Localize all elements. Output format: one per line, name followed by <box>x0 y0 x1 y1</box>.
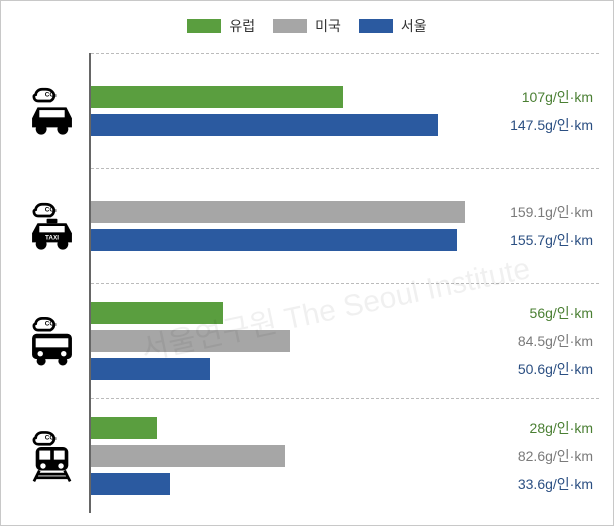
group-taxi: 159.1g/인·km 155.7g/인·km <box>91 168 599 283</box>
legend-swatch-usa <box>273 19 307 33</box>
bar-row: 82.6g/인·km <box>91 445 599 467</box>
bar-bus-usa <box>91 330 290 352</box>
svg-text:CO₂: CO₂ <box>45 435 57 442</box>
bar-row: 107g/인·km <box>91 86 599 108</box>
car-co2-icon: CO₂ <box>23 82 81 140</box>
icon-taxi: CO₂ TAXI <box>15 168 89 283</box>
legend-swatch-europe <box>187 19 221 33</box>
legend: 유럽 미국 서울 <box>15 13 599 39</box>
value-label: 159.1g/인·km <box>510 202 599 222</box>
bar-car-seoul <box>91 114 438 136</box>
bar-row: 56g/인·km <box>91 302 599 324</box>
bar-car-europe <box>91 86 343 108</box>
bar-bus-seoul <box>91 358 210 380</box>
bars-taxi: 159.1g/인·km 155.7g/인·km <box>91 191 599 261</box>
bar-rail-europe <box>91 417 157 439</box>
bar-row: 147.5g/인·km <box>91 114 599 136</box>
value-label: 155.7g/인·km <box>510 230 599 250</box>
bar-row: 50.6g/인·km <box>91 358 599 380</box>
svg-text:TAXI: TAXI <box>45 235 59 242</box>
icon-column: CO₂ CO₂ <box>15 53 89 513</box>
group-bus: 56g/인·km 84.5g/인·km 50.6g/인·km <box>91 283 599 398</box>
bar-row: 159.1g/인·km <box>91 201 599 223</box>
rail-co2-icon: CO₂ <box>23 427 81 485</box>
bar-row: 84.5g/인·km <box>91 330 599 352</box>
plot-area: CO₂ CO₂ <box>15 53 599 513</box>
bars-column: 서울연구원 The Seoul Institute 107g/인·km 147.… <box>89 53 599 513</box>
group-car: 107g/인·km 147.5g/인·km <box>91 53 599 168</box>
bar-rail-usa <box>91 445 285 467</box>
taxi-co2-icon: CO₂ TAXI <box>23 197 81 255</box>
bar-taxi-usa <box>91 201 465 223</box>
legend-label-seoul: 서울 <box>401 16 427 36</box>
value-label: 82.6g/인·km <box>518 446 599 466</box>
bars-car: 107g/인·km 147.5g/인·km <box>91 76 599 146</box>
svg-text:CO₂: CO₂ <box>45 207 57 214</box>
legend-swatch-seoul <box>359 19 393 33</box>
value-label: 84.5g/인·km <box>518 331 599 351</box>
bus-co2-icon: CO₂ <box>23 312 81 370</box>
value-label: 107g/인·km <box>522 87 599 107</box>
legend-label-europe: 유럽 <box>229 16 255 36</box>
svg-text:CO₂: CO₂ <box>45 92 57 99</box>
bar-rail-seoul <box>91 473 170 495</box>
group-rail: 28g/인·km 82.6g/인·km 33.6g/인·km <box>91 398 599 513</box>
legend-item-seoul: 서울 <box>359 16 427 36</box>
co2-chart: 유럽 미국 서울 CO₂ <box>0 0 614 526</box>
svg-text:CO₂: CO₂ <box>45 321 57 328</box>
icon-rail: CO₂ <box>15 398 89 513</box>
value-label: 28g/인·km <box>530 418 599 438</box>
legend-item-europe: 유럽 <box>187 16 255 36</box>
legend-item-usa: 미국 <box>273 16 341 36</box>
bar-row: 33.6g/인·km <box>91 473 599 495</box>
bar-taxi-seoul <box>91 229 457 251</box>
value-label: 56g/인·km <box>530 303 599 323</box>
icon-bus: CO₂ <box>15 283 89 398</box>
bars-rail: 28g/인·km 82.6g/인·km 33.6g/인·km <box>91 407 599 505</box>
bar-row: 28g/인·km <box>91 417 599 439</box>
icon-car: CO₂ <box>15 53 89 168</box>
legend-label-usa: 미국 <box>315 16 341 36</box>
bars-bus: 56g/인·km 84.5g/인·km 50.6g/인·km <box>91 292 599 390</box>
value-label: 50.6g/인·km <box>518 359 599 379</box>
value-label: 33.6g/인·km <box>518 474 599 494</box>
value-label: 147.5g/인·km <box>510 115 599 135</box>
bar-row: 155.7g/인·km <box>91 229 599 251</box>
bar-bus-europe <box>91 302 223 324</box>
